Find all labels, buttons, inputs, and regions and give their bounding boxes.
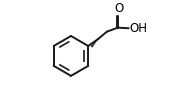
Text: OH: OH — [130, 22, 147, 35]
Text: O: O — [114, 2, 124, 15]
